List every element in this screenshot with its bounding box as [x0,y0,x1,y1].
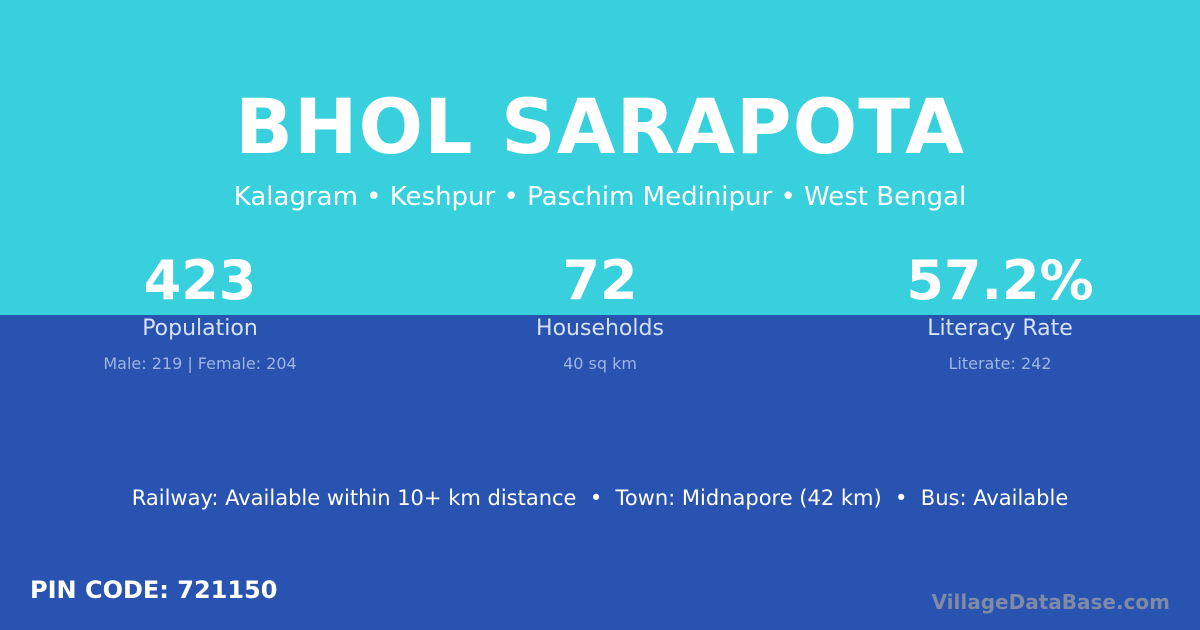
stat-label: Literacy Rate [927,316,1073,341]
stat-value: 423 [143,249,257,312]
village-name: BHOL SARAPOTA [235,82,965,171]
brand-watermark: VillageDataBase.com [931,590,1170,614]
stat-value: 72 [562,249,638,312]
stat-literacy: 57.2% Literacy Rate Literate: 242 [800,249,1200,374]
stat-detail: 40 sq km [563,354,637,373]
stat-detail: Literate: 242 [948,354,1052,373]
stat-population: 423 Population Male: 219 | Female: 204 [0,249,400,374]
body-band [0,315,1200,630]
stat-label: Population [142,316,258,341]
stat-label: Households [536,316,664,341]
stat-households: 72 Households 40 sq km [400,249,800,374]
header-band [0,0,1200,315]
stat-detail: Male: 219 | Female: 204 [103,354,297,373]
access-info: Railway: Available within 10+ km distanc… [131,486,1069,510]
stat-value: 57.2% [906,249,1094,312]
pin-code: PIN CODE: 721150 [30,576,278,604]
village-location: Kalagram • Keshpur • Paschim Medinipur •… [233,182,967,212]
